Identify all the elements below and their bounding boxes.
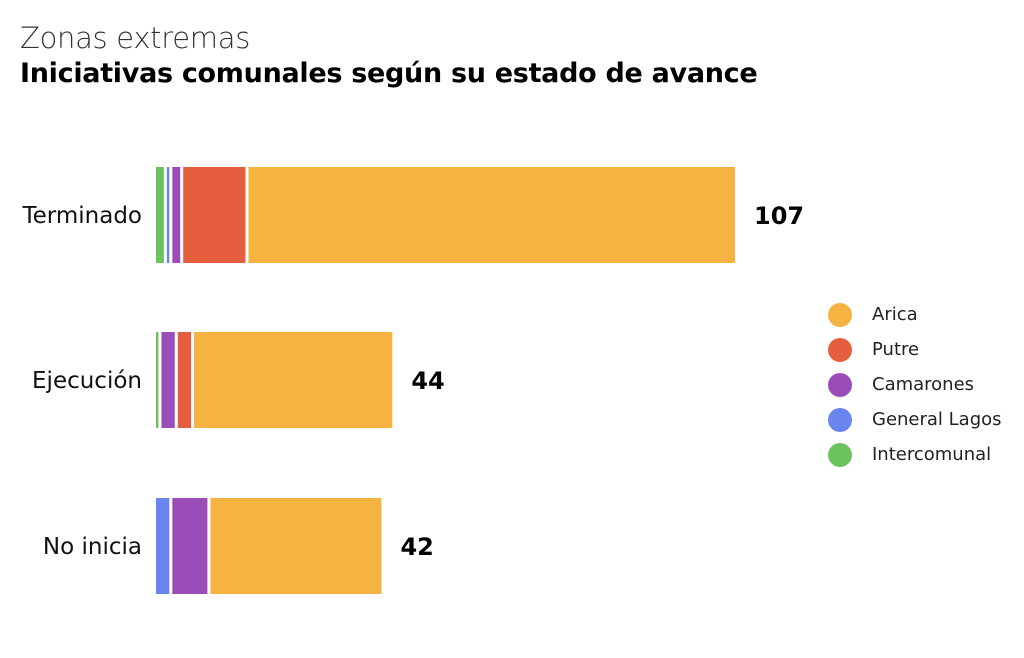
chart-title: Iniciativas comunales según su estado de… bbox=[20, 58, 758, 89]
category-label: Ejecución bbox=[32, 368, 142, 394]
bar-segment-arica bbox=[248, 167, 735, 263]
total-label: 44 bbox=[411, 367, 444, 395]
legend-item: General Lagos bbox=[828, 402, 1002, 437]
category-label: Terminado bbox=[22, 203, 142, 229]
bar-segment-intercomunal bbox=[156, 167, 164, 263]
total-label: 42 bbox=[400, 533, 433, 561]
legend-label: Intercomunal bbox=[872, 444, 992, 465]
bar-segment-arica bbox=[210, 498, 382, 594]
category-label: No inicia bbox=[43, 534, 142, 560]
legend-label: Putre bbox=[872, 339, 920, 360]
legend-label: General Lagos bbox=[872, 409, 1002, 430]
bar-segment-general-lagos bbox=[166, 167, 170, 263]
legend-label: Arica bbox=[872, 304, 918, 325]
bar-segment-general-lagos bbox=[156, 498, 170, 594]
total-label: 107 bbox=[754, 202, 804, 230]
legend-swatch bbox=[828, 442, 852, 467]
bar-segment-putre bbox=[183, 167, 246, 263]
legend-item: Intercomunal bbox=[828, 437, 1002, 472]
bar-segment-arica bbox=[194, 332, 393, 428]
legend-item: Camarones bbox=[828, 367, 1002, 402]
legend-swatch bbox=[828, 407, 852, 432]
legend-item: Arica bbox=[828, 297, 1002, 332]
chart-legend: Arica Putre Camarones General Lagos Intercom… bbox=[828, 297, 1002, 472]
legend-swatch bbox=[828, 372, 852, 397]
chart-header: Zonas extremas Iniciativas comunales seg… bbox=[20, 20, 758, 92]
legend-item: Putre bbox=[828, 332, 1002, 367]
legend-swatch bbox=[828, 302, 852, 327]
chart-subtitle: Zonas extremas bbox=[20, 21, 251, 55]
bar-segment-putre bbox=[177, 332, 192, 428]
bar-segment-camarones bbox=[161, 332, 175, 428]
legend-label: Camarones bbox=[872, 374, 975, 395]
bar-segment-camarones bbox=[172, 498, 208, 594]
legend-swatch bbox=[828, 337, 852, 362]
bar-segment-intercomunal bbox=[156, 332, 159, 428]
bar-segment-camarones bbox=[172, 167, 181, 263]
